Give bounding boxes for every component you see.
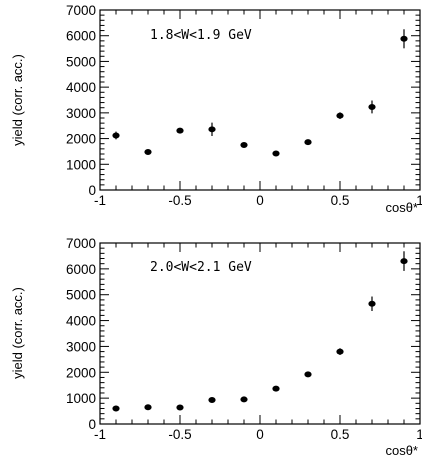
y-axis-title: yield (corr. acc.) <box>10 287 25 379</box>
data-point <box>368 103 376 110</box>
data-point <box>144 404 152 411</box>
data-point <box>304 371 312 378</box>
y-tick-label: 1000 <box>66 157 96 172</box>
data-point <box>240 142 248 148</box>
y-tick-label: 6000 <box>66 29 96 44</box>
y-tick-label: 3000 <box>66 339 96 354</box>
y-tick-label: 6000 <box>66 262 96 277</box>
x-axis-title: cosθ* <box>385 443 418 458</box>
x-tick-label: 0 <box>256 427 264 442</box>
data-point <box>368 300 376 307</box>
x-tick-label: 0.5 <box>331 193 350 208</box>
y-tick-label: 5000 <box>66 54 96 69</box>
x-tick-label: -0.5 <box>168 193 191 208</box>
x-tick-label: 1 <box>416 427 422 442</box>
y-tick-label: 7000 <box>66 3 96 18</box>
y-tick-label: 4000 <box>66 80 96 95</box>
y-tick-label: 2000 <box>66 365 96 380</box>
data-point <box>208 126 216 133</box>
x-tick-label: 1 <box>416 193 422 208</box>
data-point <box>272 150 280 157</box>
data-point <box>400 35 408 42</box>
x-tick-label: -1 <box>94 427 106 442</box>
y-tick-label: 5000 <box>66 288 96 303</box>
data-point <box>336 112 344 119</box>
y-axis-title: yield (corr. acc.) <box>10 54 25 146</box>
data-point <box>304 139 312 146</box>
y-tick-label: 1000 <box>66 391 96 406</box>
x-tick-label: -0.5 <box>168 427 191 442</box>
y-tick-label: 0 <box>88 417 96 432</box>
x-tick-label: 0.5 <box>331 427 350 442</box>
data-point <box>272 385 280 392</box>
plot-frame <box>99 9 421 191</box>
kinematic-range-label: 2.0<W<2.1 GeV <box>150 260 252 275</box>
data-point <box>208 396 216 403</box>
data-point <box>176 404 184 411</box>
y-tick-label: 4000 <box>66 314 96 329</box>
plot-frame <box>99 242 421 425</box>
data-point <box>144 148 152 155</box>
data-point <box>240 396 248 403</box>
kinematic-range-label: 1.8<W<1.9 GeV <box>150 28 252 43</box>
y-tick-label: 3000 <box>66 106 96 121</box>
data-point <box>400 258 408 265</box>
data-point <box>176 127 184 134</box>
x-tick-label: 0 <box>256 193 264 208</box>
x-axis-title: cosθ* <box>385 200 418 215</box>
data-point <box>112 132 120 139</box>
y-tick-label: 7000 <box>66 236 96 251</box>
chart-panel-1: 0 1000 2000 3000 4000 5000 6000 7000 -1 -0.5 0 0.5 1… <box>10 3 422 215</box>
x-tick-label: -1 <box>94 193 106 208</box>
data-point <box>112 405 120 412</box>
data-point <box>336 348 344 355</box>
y-tick-label: 0 <box>88 183 96 198</box>
y-tick-label: 2000 <box>66 132 96 147</box>
chart-panel-2: 0 1000 2000 3000 4000 5000 6000 7000 -1 -0.5 0 0.5 1… <box>10 236 422 458</box>
